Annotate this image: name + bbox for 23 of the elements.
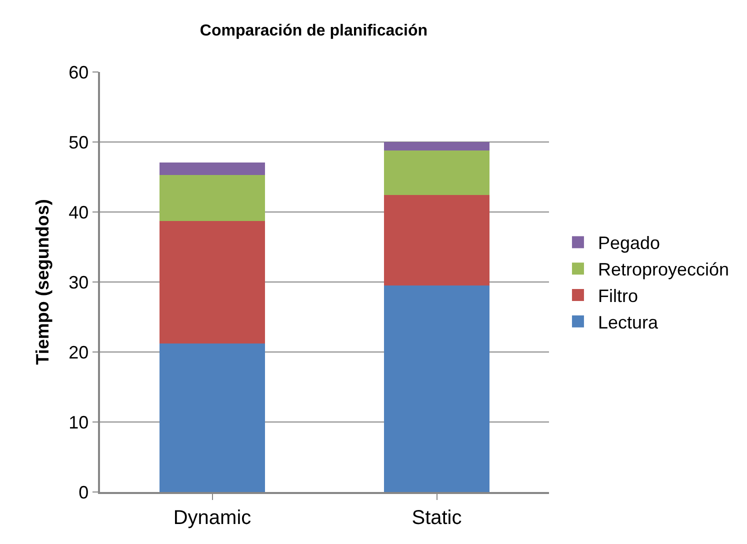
chart-title: Comparación de planificación (200, 22, 428, 40)
y-tick-label: 60 (68, 62, 89, 82)
bar (384, 195, 490, 286)
x-tick-label: Static (412, 506, 462, 529)
bar (159, 162, 266, 175)
y-tick-label: 10 (68, 412, 89, 432)
y-tick-label: 30 (68, 272, 89, 292)
legend-label: Filtro (598, 286, 638, 306)
y-tick-label: 0 (78, 482, 89, 502)
y-tick-label: 20 (68, 342, 89, 362)
legend-label: Retroproyección (598, 260, 730, 280)
legend-label: Pegado (598, 233, 660, 254)
x-tick-label: Dynamic (173, 506, 252, 529)
bar (384, 286, 490, 492)
bar (384, 142, 490, 150)
bar (159, 174, 266, 222)
legend-label: Lectura (598, 312, 660, 332)
y-tick-label: 50 (68, 132, 89, 152)
bar (159, 221, 266, 344)
y-axis-title: Tiempo (segundos) (32, 199, 52, 365)
y-tick-label: 40 (68, 202, 89, 222)
bar (159, 344, 266, 492)
bar (384, 150, 490, 196)
